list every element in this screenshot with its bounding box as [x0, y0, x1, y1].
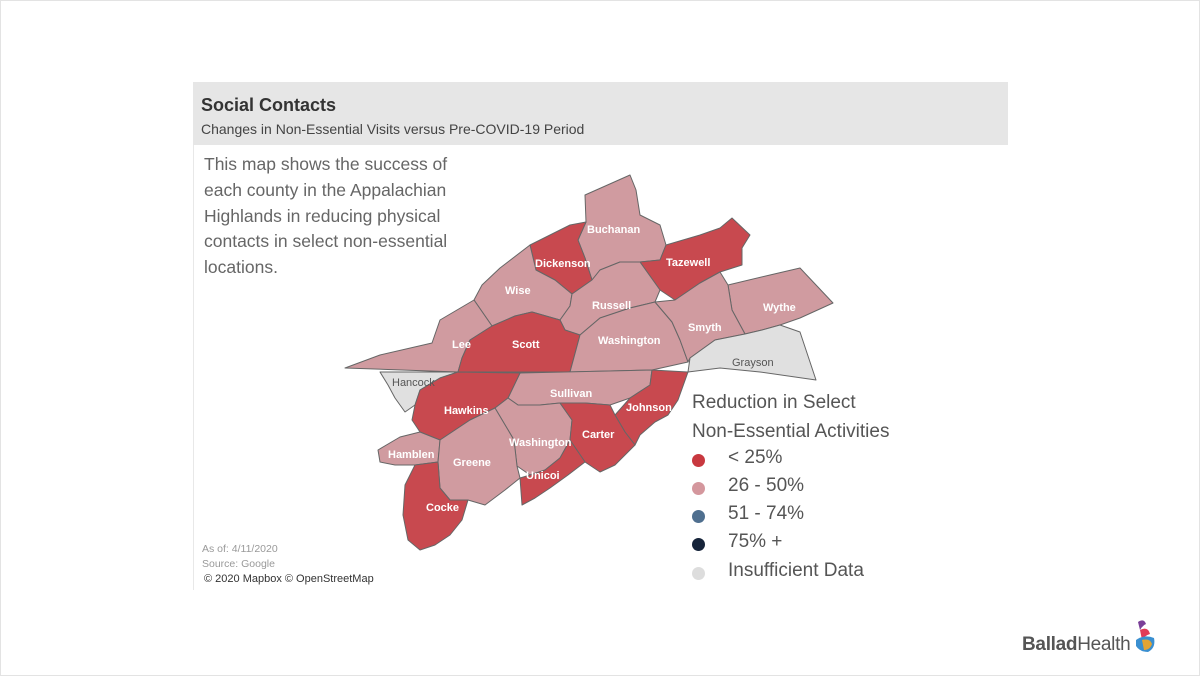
county-cocke[interactable] — [402, 461, 469, 551]
data-source: Source: Google — [202, 558, 275, 570]
county-carter[interactable] — [559, 402, 636, 473]
county-label: Buchanan — [587, 224, 640, 236]
legend-title-line1: Reduction in Select — [692, 392, 856, 413]
county-johnson[interactable] — [614, 369, 689, 446]
county-label: Lee — [452, 339, 471, 351]
county-wythe[interactable] — [727, 267, 834, 335]
legend-label: 75% + — [728, 531, 783, 552]
legend-label: 26 - 50% — [728, 475, 805, 496]
legend-label: < 25% — [728, 447, 783, 468]
brand-name-bold: Ballad — [1022, 634, 1078, 655]
county-unicoi[interactable] — [519, 439, 586, 506]
brand-name: BalladHealth — [1022, 634, 1131, 656]
page-title: Social Contacts — [201, 95, 337, 115]
legend-swatch — [692, 567, 705, 580]
county-labels: Buchanan Dickenson Tazewell Wise Russell… — [388, 224, 796, 514]
county-grayson[interactable] — [687, 324, 817, 381]
as-of-date: As of: 4/11/2020 — [202, 543, 278, 555]
legend-label: Insufficient Data — [728, 560, 864, 581]
county-label: Scott — [512, 339, 540, 351]
legend-swatch — [692, 510, 705, 523]
county-label: Washington — [509, 437, 572, 449]
brand-name-regular: Health — [1077, 634, 1131, 655]
legend-swatch — [692, 482, 705, 495]
county-label: Wise — [505, 285, 531, 297]
map-description: This map shows the success of each count… — [204, 154, 448, 278]
county-label: Johnson — [626, 402, 672, 414]
county-label: Hancock — [392, 377, 435, 389]
county-label: Greene — [453, 457, 491, 469]
panel-header: Social Contacts Changes in Non-Essential… — [193, 82, 1008, 145]
legend-swatch — [692, 538, 705, 551]
dashboard-panel: Social Contacts Changes in Non-Essential… — [193, 82, 1008, 590]
county-label: Grayson — [732, 357, 774, 369]
page-subtitle: Changes in Non-Essential Visits versus P… — [201, 121, 585, 137]
county-label: Russell — [592, 300, 631, 312]
county-label: Wythe — [763, 302, 796, 314]
legend-title-line2: Non-Essential Activities — [692, 421, 890, 442]
map-attribution[interactable]: © 2020 Mapbox © OpenStreetMap — [204, 573, 374, 585]
county-label: Washington — [598, 335, 661, 347]
county-label: Smyth — [688, 322, 722, 334]
legend-title: Reduction in Select Non-Essential Activi… — [692, 388, 889, 446]
county-label: Carter — [582, 429, 615, 441]
legend-label: 51 - 74% — [728, 503, 805, 524]
county-label: Hawkins — [444, 405, 489, 417]
ballad-health-logo-icon — [1136, 620, 1155, 652]
county-label: Unicoi — [526, 470, 560, 482]
legend-swatch — [692, 454, 705, 467]
county-label: Sullivan — [550, 388, 592, 400]
county-label: Tazewell — [666, 257, 710, 269]
county-label: Cocke — [426, 502, 459, 514]
panel-divider — [193, 145, 194, 590]
county-label: Dickenson — [535, 258, 591, 270]
county-label: Hamblen — [388, 449, 435, 461]
